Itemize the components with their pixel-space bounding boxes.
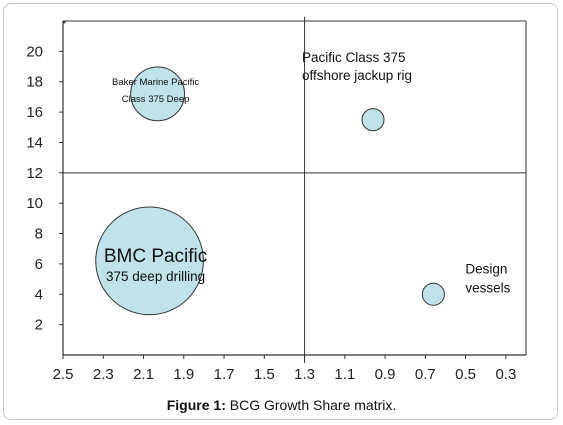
x-tick-label: 2.5 [53, 366, 74, 383]
x-tick-label: 2.3 [93, 366, 114, 383]
bubble-point [130, 66, 186, 122]
x-tick-label: 0.9 [375, 366, 396, 383]
x-tick-label: 0.5 [455, 366, 476, 383]
bubble-label-line: offshore jackup rig [302, 68, 412, 83]
bubble-label-line: Class 375 Deep [122, 94, 190, 105]
y-tick-label: 6 [35, 256, 43, 273]
plot-area: 2 4 6 8 10 12 14 16 18 20 2.5 2.3 2.1 1.9 1.7 1.5 1.3 1.1… [26, 17, 527, 383]
y-tick-label: 18 [26, 74, 43, 91]
y-tick-label: 2 [35, 317, 43, 334]
bcg-bubble-chart: 2 4 6 8 10 12 14 16 18 20 2.5 2.3 2.1 1.9 1.7 1.5 1.3 1.1… [26, 17, 527, 383]
y-tick-label: 20 [26, 43, 43, 60]
y-tick-label: 10 [26, 195, 43, 212]
caption-prefix: Figure 1: [166, 397, 226, 413]
figure-frame [3, 3, 558, 420]
y-tick-label: 14 [26, 134, 43, 151]
y-tick-label: 12 [26, 165, 43, 182]
caption-text: BCG Growth Share matrix. [229, 397, 397, 413]
bubble-point [421, 282, 445, 306]
x-tick-label: 2.1 [133, 366, 154, 383]
figure-caption: Figure 1: BCG Growth Share matrix. [0, 397, 563, 413]
bubble-label-line: Design [465, 261, 507, 276]
x-tick-label: 1.5 [254, 366, 275, 383]
bubble-label-line: vessels [465, 280, 510, 295]
x-tick-label: 0.7 [415, 366, 436, 383]
x-tick-label: 1.3 [294, 366, 315, 383]
x-tick-label: 1.7 [214, 366, 235, 383]
bubble-label-line: 375 deep drilling [106, 269, 205, 284]
x-tick-label: 1.9 [173, 366, 194, 383]
bubble-label-line: Pacific Class 375 [302, 50, 406, 65]
y-tick-label: 16 [26, 104, 43, 121]
bubble-label-line: BMC Pacific [104, 246, 207, 267]
y-tick-label: 8 [35, 226, 43, 243]
y-tick-label: 4 [35, 286, 43, 303]
x-tick-label: 0.3 [495, 366, 516, 383]
x-tick-label: 1.1 [334, 366, 355, 383]
axis-corner-dot [62, 20, 66, 24]
bubble-point [95, 206, 204, 316]
bubble-point [361, 108, 385, 132]
bubble-label-line: Baker Marine Pacific [112, 77, 199, 88]
